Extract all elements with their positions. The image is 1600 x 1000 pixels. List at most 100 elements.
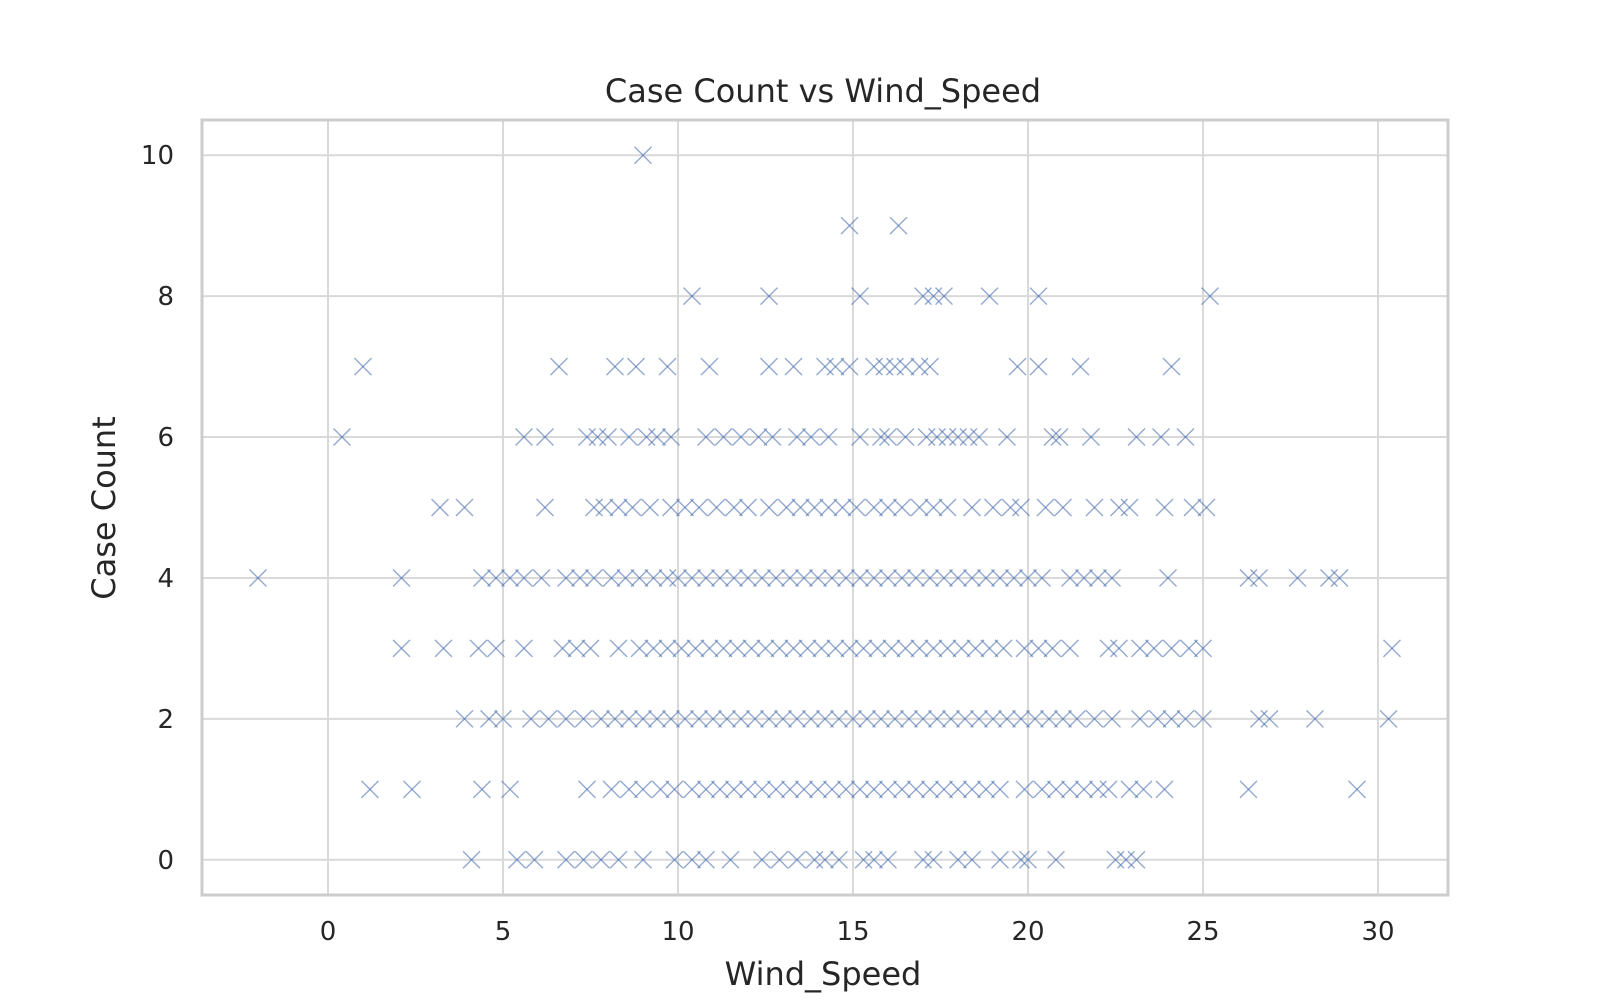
data-point bbox=[858, 709, 876, 728]
data-point bbox=[1029, 639, 1048, 658]
data-point bbox=[896, 357, 915, 376]
data-point bbox=[1085, 709, 1104, 728]
x-tick-label: 10 bbox=[661, 917, 694, 947]
data-point bbox=[361, 780, 379, 799]
data-point bbox=[494, 709, 512, 728]
data-point bbox=[480, 709, 498, 728]
data-point bbox=[616, 568, 635, 587]
data-point bbox=[690, 709, 708, 728]
data-point bbox=[886, 709, 904, 728]
data-point bbox=[1110, 498, 1128, 517]
data-point bbox=[585, 498, 603, 517]
data-point bbox=[501, 568, 519, 587]
data-point bbox=[788, 709, 806, 728]
data-point bbox=[609, 639, 628, 658]
data-point bbox=[550, 357, 568, 376]
x-tick-label: 15 bbox=[836, 917, 869, 947]
data-point bbox=[1019, 568, 1037, 587]
data-point bbox=[606, 357, 624, 376]
data-point bbox=[984, 498, 1002, 517]
data-point bbox=[907, 780, 925, 799]
data-point bbox=[1099, 639, 1118, 658]
data-point bbox=[1110, 639, 1128, 658]
data-point bbox=[630, 568, 649, 587]
data-point bbox=[942, 709, 960, 728]
data-point bbox=[1061, 568, 1079, 587]
data-point bbox=[354, 357, 372, 376]
data-point bbox=[1019, 850, 1037, 869]
data-point bbox=[819, 428, 838, 447]
data-point bbox=[1127, 850, 1146, 869]
data-point bbox=[784, 357, 803, 376]
data-point bbox=[837, 568, 855, 587]
data-point bbox=[924, 498, 943, 517]
data-point bbox=[473, 568, 491, 587]
data-point bbox=[658, 357, 677, 376]
data-point bbox=[900, 709, 918, 728]
data-point bbox=[802, 709, 820, 728]
data-point bbox=[1071, 357, 1090, 376]
data-point bbox=[522, 709, 540, 728]
data-point bbox=[651, 780, 670, 799]
data-point bbox=[711, 568, 729, 587]
data-point bbox=[697, 428, 715, 447]
data-point bbox=[921, 568, 939, 587]
data-point bbox=[823, 568, 841, 587]
data-point bbox=[1082, 428, 1100, 447]
data-point bbox=[1040, 709, 1058, 728]
data-point bbox=[980, 639, 999, 658]
data-point bbox=[816, 357, 834, 376]
data-point bbox=[760, 357, 778, 376]
data-point bbox=[865, 568, 883, 587]
data-point bbox=[984, 709, 1002, 728]
data-point bbox=[949, 780, 967, 799]
data-point bbox=[1197, 498, 1216, 517]
data-point bbox=[539, 709, 558, 728]
x-tick-label: 25 bbox=[1186, 917, 1219, 947]
data-point bbox=[1148, 709, 1167, 728]
data-point bbox=[977, 780, 995, 799]
data-point bbox=[952, 639, 971, 658]
data-point bbox=[1050, 428, 1069, 447]
data-point bbox=[977, 568, 995, 587]
data-point bbox=[795, 568, 813, 587]
data-point bbox=[392, 568, 411, 587]
data-point bbox=[473, 780, 491, 799]
data-point bbox=[879, 780, 897, 799]
data-point bbox=[812, 639, 831, 658]
data-point bbox=[991, 850, 1009, 869]
data-point bbox=[1036, 498, 1055, 517]
data-point bbox=[515, 428, 533, 447]
data-point bbox=[553, 639, 572, 658]
data-point bbox=[725, 498, 743, 517]
data-point bbox=[1043, 428, 1062, 447]
data-point bbox=[525, 850, 544, 869]
data-point bbox=[1085, 498, 1104, 517]
data-point bbox=[487, 639, 505, 658]
data-point bbox=[557, 568, 575, 587]
y-tick-label: 2 bbox=[157, 705, 174, 735]
data-point bbox=[868, 639, 887, 658]
data-point bbox=[536, 428, 554, 447]
data-point bbox=[1008, 357, 1027, 376]
data-point bbox=[1183, 498, 1202, 517]
data-point bbox=[907, 568, 925, 587]
data-point bbox=[949, 850, 967, 869]
data-point bbox=[574, 709, 593, 728]
data-point bbox=[669, 568, 687, 587]
data-point bbox=[1103, 568, 1121, 587]
data-point bbox=[865, 850, 883, 869]
data-point bbox=[641, 498, 659, 517]
data-point bbox=[970, 428, 988, 447]
data-point bbox=[732, 428, 750, 447]
data-point bbox=[557, 709, 575, 728]
data-point bbox=[1201, 287, 1219, 306]
x-tick-labels: 0 5 10 15 20 25 30 bbox=[320, 917, 1395, 947]
data-point bbox=[840, 639, 859, 658]
data-point bbox=[938, 498, 957, 517]
x-tick-label: 20 bbox=[1011, 917, 1044, 947]
data-point bbox=[879, 568, 897, 587]
data-point bbox=[1162, 357, 1181, 376]
data-point bbox=[1012, 850, 1030, 869]
data-point bbox=[837, 780, 855, 799]
